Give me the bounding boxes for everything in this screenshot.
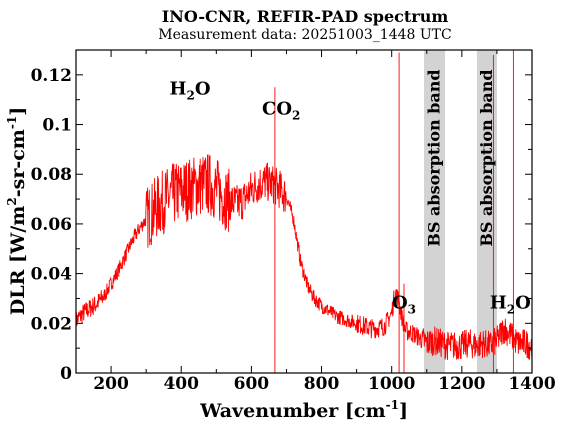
y-tick-label-3: 0.06 <box>31 215 72 235</box>
absorption-band-1 <box>423 50 446 373</box>
molecule-annotation-2: CO2 <box>262 99 300 123</box>
y-axis-label: DLR [W/m2-sr-cm-1] <box>5 107 29 315</box>
molecule-annotation-4: H2O <box>490 292 531 316</box>
chart-subtitle: Measurement data: 20251003_1448 UTC <box>158 27 451 43</box>
y-tick-label-1: 0.02 <box>31 314 72 334</box>
x-tick-label-800: 800 <box>304 374 340 394</box>
y-tick-label-4: 0.08 <box>31 165 72 185</box>
y-tick-label-2: 0.04 <box>31 265 73 285</box>
x-tick-label-600: 600 <box>234 374 270 394</box>
spectrum-series-line <box>76 50 532 373</box>
y-tick-label-5: 0.1 <box>42 116 72 136</box>
y-tick-label-0: 0 <box>60 364 72 384</box>
x-tick-label-400: 400 <box>163 374 199 394</box>
x-tick-label-200: 200 <box>93 374 129 394</box>
molecule-annotation-3: O3 <box>392 292 416 316</box>
absorption-band-label-2: BS absorption band <box>477 69 496 246</box>
x-tick-label-1200: 1200 <box>438 374 485 394</box>
absorption-band-label-1: BS absorption band <box>424 69 443 246</box>
y-tick-label-6: 0.12 <box>31 66 72 86</box>
x-axis-label: Wavenumber [cm-1] <box>199 398 408 422</box>
absorption-band-2 <box>476 50 497 373</box>
chart-title: INO-CNR, REFIR-PAD spectrum <box>162 7 449 26</box>
x-tick-label-1000: 1000 <box>368 374 415 394</box>
x-tick-label-1400: 1400 <box>508 374 555 394</box>
molecule-annotation-1: H2O <box>169 79 210 103</box>
plot-frame <box>75 49 533 374</box>
